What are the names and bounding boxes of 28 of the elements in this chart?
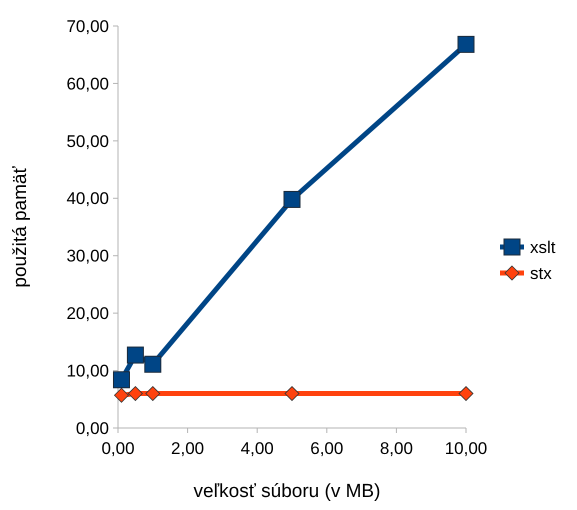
x-tick-label: 10,00 (444, 439, 488, 458)
point (114, 388, 129, 403)
x-tick-label: 6,00 (310, 439, 344, 458)
x-tick-label: 8,00 (380, 439, 413, 458)
point (126, 346, 144, 364)
y-tick-label: 20,00 (66, 304, 109, 324)
y-tick-label: 60,00 (66, 74, 109, 94)
y-tick-label: 0,00 (76, 418, 109, 438)
y-tick-label: 70,00 (66, 16, 109, 36)
x-tick-label: 4,00 (240, 439, 274, 458)
x-tick-label: 0,00 (101, 439, 135, 458)
point (458, 36, 474, 53)
point (145, 386, 160, 401)
y-tick-label: 50,00 (66, 132, 109, 151)
point (128, 386, 143, 401)
y-axis-title: použitá pamäť (10, 166, 31, 288)
legend-label: xslt (530, 238, 556, 257)
x-tick-label: 2,00 (171, 439, 204, 458)
point (458, 386, 474, 401)
point (284, 190, 300, 208)
y-tick-label: 10,00 (66, 362, 109, 381)
point (144, 356, 162, 373)
legend-label: stx (530, 264, 552, 283)
point (112, 371, 130, 388)
x-axis-title: veľkosť súboru (v MB) (194, 481, 380, 502)
point (284, 386, 300, 401)
y-tick-label: 30,00 (66, 246, 109, 266)
y-tick-label: 40,00 (66, 189, 109, 208)
